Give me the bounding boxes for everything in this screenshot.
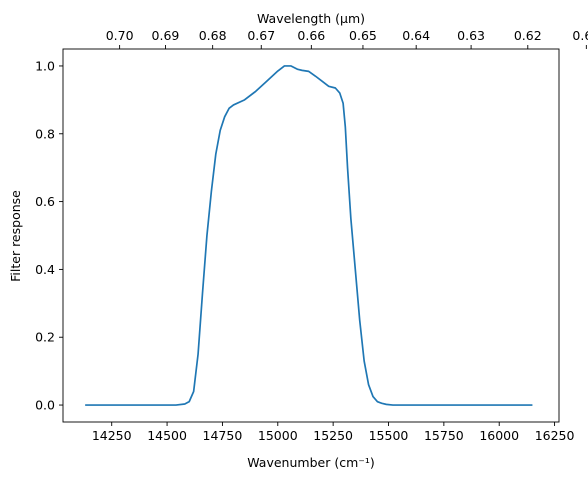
x2-tick-label: 0.64 (402, 28, 430, 43)
x2-tick-label: 0.63 (457, 28, 485, 43)
x-tick-label: 16000 (479, 428, 519, 443)
y-axis: 0.0 0.2 0.4 0.6 0.8 1.0 (35, 58, 63, 413)
x-tick-label: 15250 (313, 428, 353, 443)
x2-tick-label: 0.67 (247, 28, 275, 43)
y-tick-label: 0.8 (35, 126, 55, 141)
y-tick-label: 0.6 (35, 194, 55, 209)
x2-tick-label: 0.66 (297, 28, 325, 43)
y-tick-label: 1.0 (35, 58, 55, 73)
x2-tick-label: 0.62 (572, 28, 588, 43)
x2-tick-label: 0.65 (349, 28, 377, 43)
x2-tick-label: 0.69 (152, 28, 180, 43)
y-tick-label: 0.4 (35, 262, 55, 277)
x-tick-label: 14500 (147, 428, 187, 443)
x-axis-label: Wavenumber (cm⁻¹) (247, 455, 374, 470)
filter-response-line (85, 65, 533, 406)
x-axis: 14250 14500 14750 15000 15250 15500 15750 16000… (92, 422, 575, 443)
y-axis-label: Filter response (8, 190, 23, 282)
y-tick-label: 0.2 (35, 330, 55, 345)
x-tick-label: 16250 (535, 428, 575, 443)
plot-frame (62, 48, 560, 423)
x-tick-label: 14750 (203, 428, 243, 443)
top-axis-label: Wavelength (μm) (257, 11, 365, 26)
x-tick-label: 15750 (424, 428, 464, 443)
x-tick-label: 15500 (369, 428, 409, 443)
x-tick-label: 14250 (92, 428, 132, 443)
x2-tick-label: 0.68 (199, 28, 227, 43)
x-tick-label: 15000 (258, 428, 298, 443)
y-tick-label: 0.0 (35, 398, 55, 413)
x2-tick-label: 0.70 (106, 28, 134, 43)
plot-area (62, 48, 560, 423)
top-wavelength-axis: 0.70 0.69 0.68 0.67 0.66 0.65 0.64 0.63 0.62 0.62 (106, 28, 588, 49)
x2-tick-label: 0.62 (514, 28, 542, 43)
